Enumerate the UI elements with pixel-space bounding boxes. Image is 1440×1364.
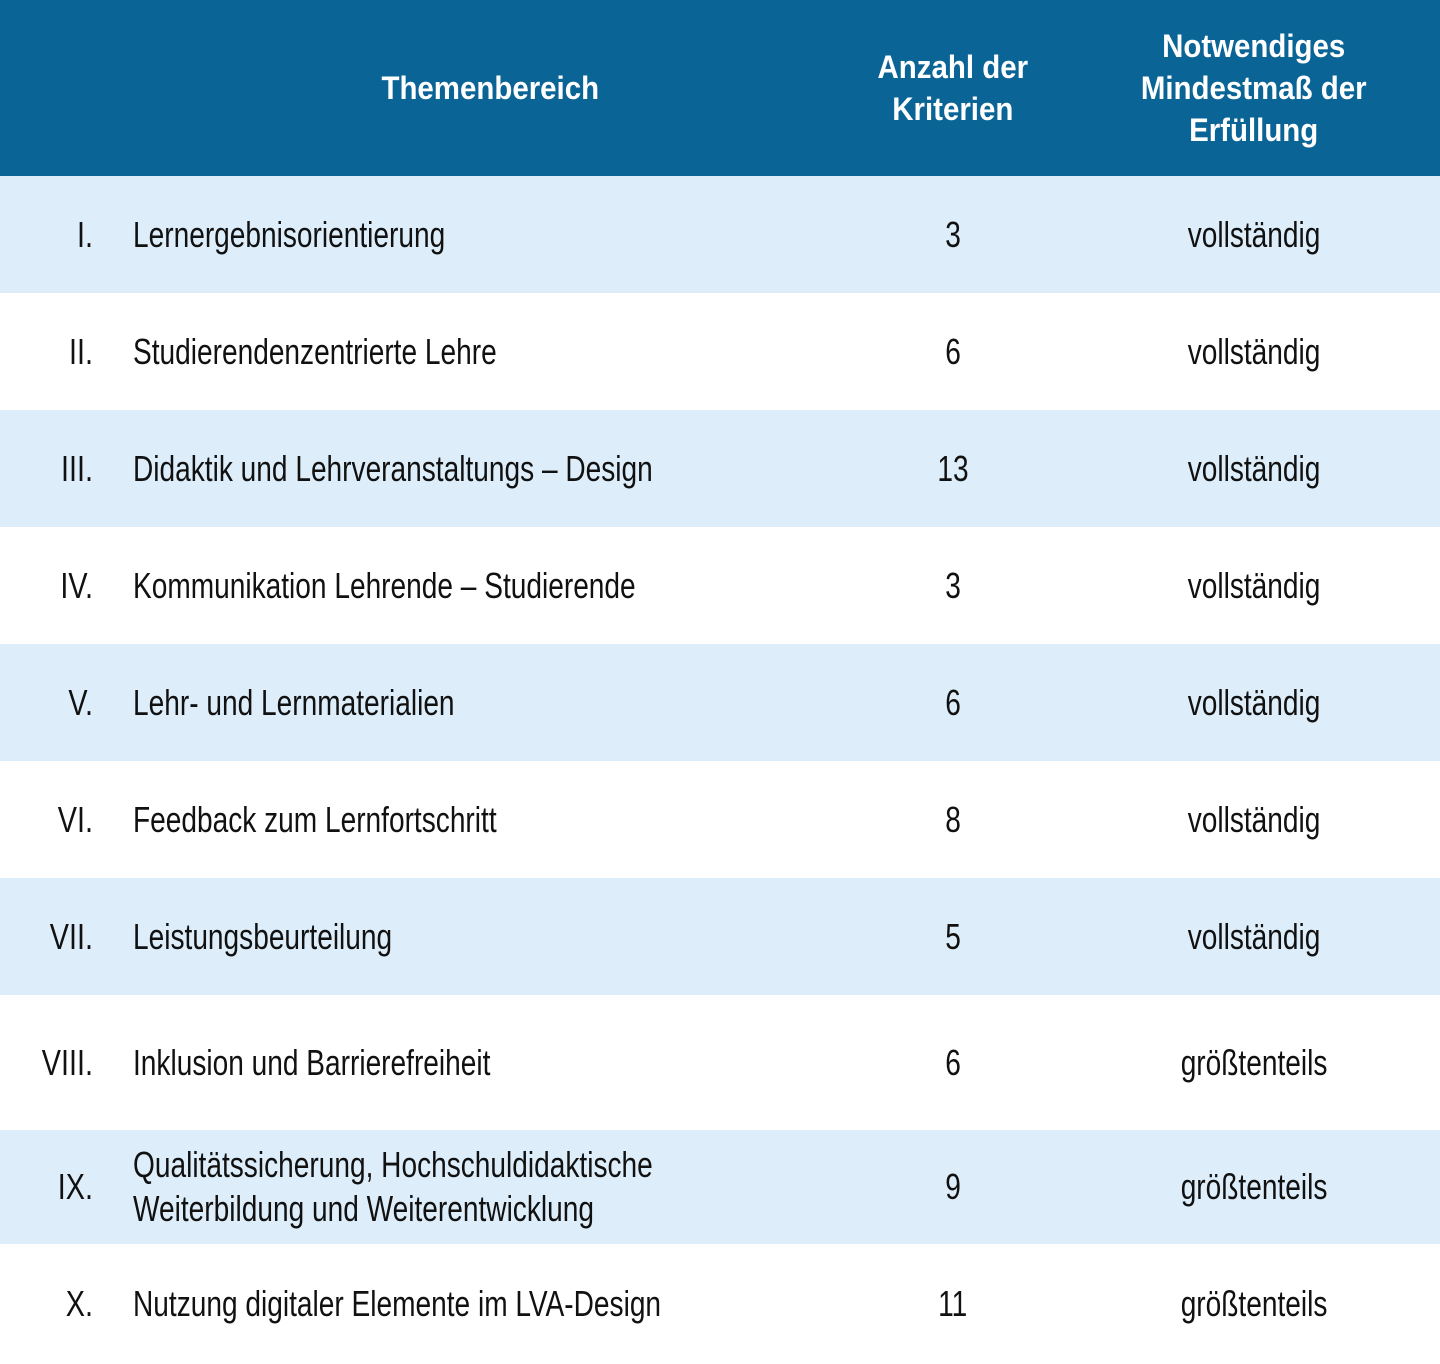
row-numeral: VI. [57,798,93,840]
min-fulfillment: vollständig [1187,330,1321,372]
table-row: VII. Leistungsbeurteilung 5 vollständig [0,878,1440,995]
min-fulfillment: größtenteils [1180,1283,1328,1324]
row-topic: Feedback zum Lernfortschritt [133,798,497,840]
min-fulfillment: größtenteils [1180,1166,1328,1207]
fulfillment-cell: vollständig [1036,761,1440,878]
row-numeral: V. [68,681,93,723]
criteria-count: 9 [945,1166,961,1207]
column-header-mindestmass-der-erfuellung: Notwendiges Mindestmaß der Erfüllung [1036,0,1440,176]
criteria-count: 8 [945,798,961,840]
fulfillment-cell: vollständig [1036,176,1440,293]
row-topic: Didaktik und Lehrveranstaltungs – Design [133,447,653,489]
topic-cell: VIII. Inklusion und Barrierefreiheit [0,995,870,1130]
table-row: IV. Kommunikation Lehrende – Studierende… [0,527,1440,644]
column-header-label: Notwendiges Mindestmaß der Erfüllung [1141,28,1367,148]
criteria-count: 6 [945,330,961,372]
row-topic: Lehr- und Lernmaterialien [133,681,455,723]
min-fulfillment: vollständig [1187,798,1321,840]
criteria-count: 5 [945,915,961,957]
criteria-count-cell: 6 [870,995,1036,1130]
min-fulfillment: vollständig [1187,213,1321,255]
column-header-anzahl-der-kriterien: Anzahl der Kriterien [870,0,1036,176]
table-body: I. Lernergebnisorientierung 3 vollständi… [0,176,1440,1364]
row-topic: Inklusion und Barrierefreiheit [133,1041,491,1083]
row-topic: Lernergebnisorientierung [133,213,446,255]
table-row: VIII. Inklusion und Barrierefreiheit 6 g… [0,995,1440,1130]
fulfillment-cell: vollständig [1036,644,1440,761]
row-numeral: IX. [57,1166,93,1207]
criteria-count: 11 [938,1283,968,1324]
row-numeral: III. [60,447,93,489]
criteria-count-cell: 6 [870,293,1036,410]
min-fulfillment: vollständig [1187,915,1321,957]
criteria-count: 13 [937,447,969,489]
row-topic: Nutzung digitaler Elemente im LVA-Design [133,1283,662,1324]
row-numeral: X. [65,1283,93,1324]
table-row: X. Nutzung digitaler Elemente im LVA-Des… [0,1244,1440,1364]
table-row: I. Lernergebnisorientierung 3 vollständi… [0,176,1440,293]
topic-cell: I. Lernergebnisorientierung [0,176,870,293]
topic-cell: III. Didaktik und Lehrveranstaltungs – D… [0,410,870,527]
criteria-count-cell: 6 [870,644,1036,761]
row-topic: Kommunikation Lehrende – Studierende [133,564,636,606]
topic-cell: IV. Kommunikation Lehrende – Studierende [0,527,870,644]
criteria-count: 3 [945,564,961,606]
min-fulfillment: größtenteils [1180,1041,1328,1083]
table-row: III. Didaktik und Lehrveranstaltungs – D… [0,410,1440,527]
fulfillment-cell: größtenteils [1036,1244,1440,1364]
fulfillment-cell: vollständig [1036,878,1440,995]
table-row: V. Lehr- und Lernmaterialien 6 vollständ… [0,644,1440,761]
topic-cell: V. Lehr- und Lernmaterialien [0,644,870,761]
criteria-count-cell: 3 [870,527,1036,644]
min-fulfillment: vollständig [1187,447,1321,489]
criteria-count-cell: 9 [870,1130,1036,1244]
column-header-label: Themenbereich [381,70,599,106]
row-topic: Leistungsbeurteilung [133,915,393,957]
fulfillment-cell: vollständig [1036,293,1440,410]
min-fulfillment: vollständig [1187,681,1321,723]
row-topic: Qualitätssicherung, Hochschuldidaktische… [133,1144,653,1229]
table-row: IX. Qualitätssicherung, Hochschuldidakti… [0,1130,1440,1244]
row-numeral: VIII. [41,1041,93,1083]
row-numeral: II. [68,330,93,372]
row-numeral: VII. [49,915,93,957]
criteria-count-cell: 11 [870,1244,1036,1364]
criteria-count: 3 [945,213,961,255]
column-header-themenbereich: Themenbereich [0,0,870,176]
fulfillment-cell: vollständig [1036,527,1440,644]
topic-cell: X. Nutzung digitaler Elemente im LVA-Des… [0,1244,870,1364]
criteria-count-cell: 8 [870,761,1036,878]
topic-cell: IX. Qualitätssicherung, Hochschuldidakti… [0,1130,870,1244]
table-row: II. Studierendenzentrierte Lehre 6 volls… [0,293,1440,410]
row-topic: Studierendenzentrierte Lehre [133,330,497,372]
criteria-count-cell: 13 [870,410,1036,527]
fulfillment-cell: größtenteils [1036,995,1440,1130]
criteria-count-cell: 5 [870,878,1036,995]
criteria-count-cell: 3 [870,176,1036,293]
criteria-count: 6 [945,1041,961,1083]
table-header-row: Themenbereich Anzahl der Kriterien Notwe… [0,0,1440,176]
row-numeral: I. [76,213,93,255]
column-header-label: Anzahl der Kriterien [877,49,1029,127]
criteria-count: 6 [945,681,961,723]
fulfillment-cell: vollständig [1036,410,1440,527]
min-fulfillment: vollständig [1187,564,1321,606]
topic-cell: VII. Leistungsbeurteilung [0,878,870,995]
row-numeral: IV. [60,564,93,606]
topic-cell: II. Studierendenzentrierte Lehre [0,293,870,410]
topic-cell: VI. Feedback zum Lernfortschritt [0,761,870,878]
table-row: VI. Feedback zum Lernfortschritt 8 volls… [0,761,1440,878]
fulfillment-cell: größtenteils [1036,1130,1440,1244]
